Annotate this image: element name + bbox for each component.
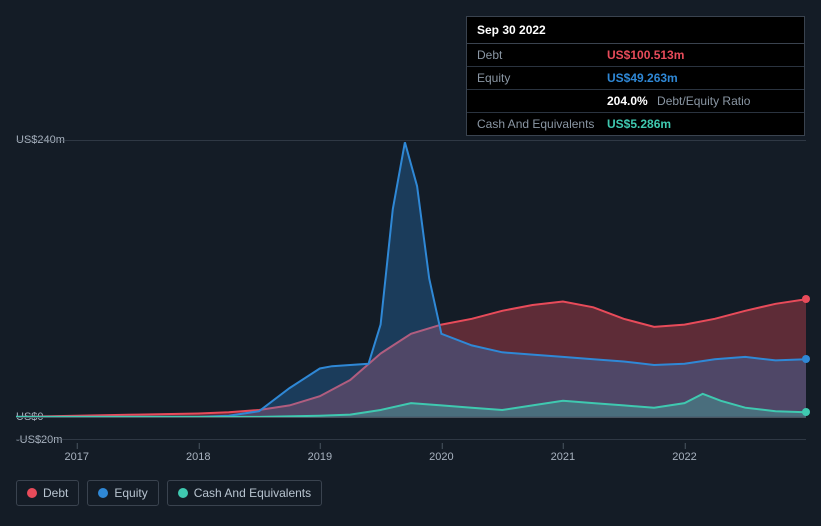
tooltip-ratio-spacer — [477, 94, 607, 108]
legend-dot-icon — [98, 488, 108, 498]
tooltip-debt-value: US$100.513m — [607, 48, 684, 62]
legend-label: Equity — [114, 486, 147, 500]
tooltip-ratio-label: Debt/Equity Ratio — [657, 94, 750, 108]
tooltip-date: Sep 30 2022 — [467, 17, 804, 44]
tooltip-equity-value: US$49.263m — [607, 71, 678, 85]
end-marker-cash — [802, 408, 810, 416]
legend-dot-icon — [178, 488, 188, 498]
tooltip-ratio-value: 204.0% Debt/Equity Ratio — [607, 94, 750, 108]
x-axis: 2017 2018 2019 2020 2021 2022 — [16, 445, 806, 465]
legend-label: Debt — [43, 486, 68, 500]
x-tick-label: 2017 — [65, 451, 89, 463]
x-tick-label: 2020 — [429, 451, 453, 463]
chart-area: US$240mUS$0-US$20m 201720182019202020212… — [16, 120, 806, 460]
x-tick-label: 2019 — [308, 451, 332, 463]
series-area-equity — [16, 142, 806, 417]
legend-item-equity[interactable]: Equity — [87, 480, 158, 506]
tooltip-debt-label: Debt — [477, 48, 607, 62]
end-marker-equity — [802, 355, 810, 363]
end-marker-debt — [802, 295, 810, 303]
plot-area[interactable] — [16, 140, 806, 440]
tooltip-row-debt: Debt US$100.513m — [467, 44, 804, 67]
tooltip-row-equity: Equity US$49.263m — [467, 67, 804, 90]
tooltip-equity-label: Equity — [477, 71, 607, 85]
tooltip-panel: Sep 30 2022 Debt US$100.513m Equity US$4… — [466, 16, 805, 136]
legend: Debt Equity Cash And Equivalents — [16, 480, 322, 506]
x-tick-label: 2022 — [672, 451, 696, 463]
x-tick-label: 2018 — [186, 451, 210, 463]
chart-svg — [16, 140, 806, 440]
legend-item-cash[interactable]: Cash And Equivalents — [167, 480, 322, 506]
legend-dot-icon — [27, 488, 37, 498]
legend-label: Cash And Equivalents — [194, 486, 311, 500]
legend-item-debt[interactable]: Debt — [16, 480, 79, 506]
x-tick-label: 2021 — [551, 451, 575, 463]
zero-line — [16, 417, 806, 418]
tooltip-ratio-pct: 204.0% — [607, 94, 648, 108]
tooltip-row-ratio: 204.0% Debt/Equity Ratio — [467, 90, 804, 113]
